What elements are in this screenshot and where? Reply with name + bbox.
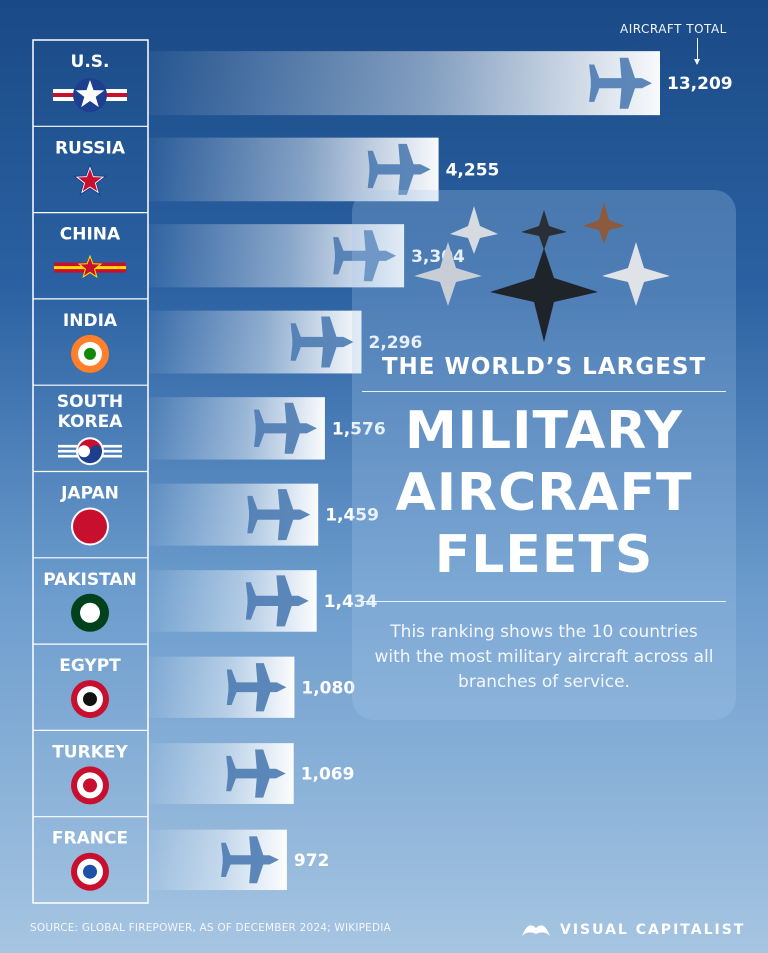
title-rule-top [362,391,726,392]
arrow-down-icon [694,38,700,65]
fighter-jet-icon [226,749,286,798]
visual-capitalist-logo-icon [522,925,550,936]
country-label: CHINA [60,225,121,245]
title-line: MILITARY [404,401,684,461]
title-card: THE WORLD’S LARGEST MILITARY AIRCRAFT FL… [352,190,736,720]
country-label: EGYPT [59,656,121,676]
country-label: U.S. [71,52,110,72]
value-label: 1,434 [324,592,378,612]
china-roundel-icon [54,254,126,279]
title-rule-bottom [362,601,726,602]
egypt-roundel-icon [71,680,109,719]
value-label: 2,296 [369,333,423,353]
fighter-jet-icon [245,575,309,627]
country-label: RUSSIA [55,138,126,158]
value-label: 13,209 [667,74,733,94]
value-label: 1,080 [301,678,355,698]
us-roundel-icon [53,78,127,112]
russia-star-inner [78,168,102,192]
korea-trigram-bar [102,454,122,458]
russia-star-icon [72,163,108,196]
south-korea-taeguk-icon [58,437,122,466]
title-description: This ranking shows the 10 countries with… [374,622,714,692]
france-roundel-icon [71,852,109,891]
country-label: SOUTH KOREA [57,392,123,432]
fighter-jets-illustration-icon [414,202,670,342]
value-label: 1,576 [332,419,386,439]
fighter-jet-icon [333,230,397,282]
korea-trigram-bar [58,454,78,458]
korea-trigram-bar [58,444,78,448]
brand-logo: VISUAL CAPITALIST [520,916,745,944]
value-label: 972 [294,851,330,871]
france-roundel-ring [83,864,97,879]
fighter-jet-icon [254,402,317,454]
japan-roundel-ring [73,509,107,544]
country-label: PAKISTAN [43,570,136,590]
country-label: FRANCE [52,829,128,849]
value-label: 1,459 [325,506,379,526]
turkey-roundel-ring [83,778,97,793]
egypt-roundel-ring [83,692,97,707]
fighter-jet-icon [221,836,279,884]
turkey-roundel-icon [71,766,109,805]
brand-name: VISUAL CAPITALIST [560,922,746,938]
value-label: 1,069 [301,765,355,785]
korea-trigram-bar [102,449,122,453]
korea-trigram-bar [102,444,122,448]
country-label: JAPAN [60,484,119,504]
country-label: TURKEY [52,742,128,762]
pakistan-roundel-ring [80,602,100,623]
fighter-jet-icon [226,663,287,712]
main-title: MILITARY AIRCRAFT FLEETS [352,400,736,586]
us-roundel-star [75,80,105,108]
bar-u-s- [148,51,660,116]
value-label: 4,255 [446,160,500,180]
fighter-jet-icon [247,489,311,541]
title-kicker: THE WORLD’S LARGEST [381,354,707,380]
fighter-jet-icon [367,143,431,195]
aircraft-total-note: AIRCRAFT TOTAL [620,22,727,36]
pakistan-roundel-icon [71,593,109,632]
title-line: AIRCRAFT [395,463,693,523]
source-note: SOURCE: GLOBAL FIREPOWER, AS OF DECEMBER… [30,922,391,934]
china-roundel-star [80,257,100,276]
fighter-jet-icon [589,57,652,109]
fighter-jet-icon [290,316,354,368]
india-roundel-ring [84,347,96,360]
japan-roundel-icon [71,507,109,546]
country-label: INDIA [63,311,118,331]
korea-trigram-bar [58,449,78,453]
korea-taeguk-blue [78,445,102,464]
title-line: FLEETS [434,525,654,585]
india-roundel-icon [71,334,109,373]
